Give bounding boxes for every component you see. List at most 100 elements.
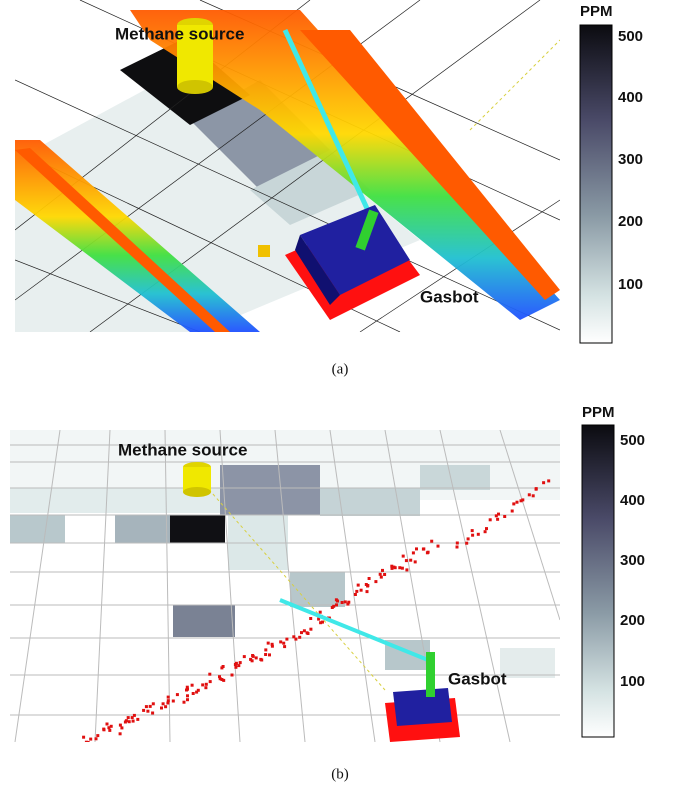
scan-dot <box>390 564 394 568</box>
scan-dot <box>302 629 306 633</box>
scan-dot <box>405 568 409 572</box>
scan-dot <box>186 687 189 691</box>
scan-dot <box>292 635 296 639</box>
colorbar-tick: 500 <box>620 432 645 449</box>
scan-dot <box>185 685 189 689</box>
colorbar-tick: 200 <box>620 612 645 629</box>
scan-dot <box>136 717 140 721</box>
scan-dot <box>512 502 516 506</box>
colorbar <box>579 24 613 344</box>
source-label: Methane source <box>115 24 244 43</box>
scan-dot <box>251 654 255 657</box>
scan-dot <box>160 706 163 710</box>
scan-dot <box>519 499 523 503</box>
scan-dot <box>108 728 112 732</box>
scan-dot <box>366 584 370 587</box>
scan-dot <box>148 704 152 708</box>
scan-dot <box>84 740 88 742</box>
scan-dot <box>346 602 350 606</box>
colorbar-tick: 400 <box>620 492 645 509</box>
scan-dot <box>270 642 274 646</box>
scan-dot <box>483 530 487 534</box>
scan-dot <box>146 709 150 713</box>
scan-dot <box>294 637 298 641</box>
scan-dot <box>237 664 241 668</box>
scan-dot <box>347 600 351 604</box>
scan-dot <box>547 479 551 483</box>
scan-dot <box>218 675 221 679</box>
scan-dot <box>378 572 382 576</box>
scan-dot <box>218 677 222 681</box>
scan-dot <box>268 653 271 657</box>
scan-dot <box>381 568 384 572</box>
scan-dot <box>298 635 302 639</box>
colorbar-tick: 100 <box>620 673 645 690</box>
scan-dot <box>527 493 531 497</box>
scan-dot <box>343 600 347 604</box>
scan-dot <box>335 603 338 607</box>
scan-dot <box>164 705 168 709</box>
scan-dot <box>309 617 313 620</box>
robot-label: Gasbot <box>420 287 479 306</box>
scan-dot <box>471 533 475 537</box>
scan-dot <box>144 705 148 709</box>
scan-dot <box>305 631 309 635</box>
scan-dot <box>330 606 334 609</box>
scan-dot <box>201 683 205 687</box>
scan-dot <box>142 708 146 712</box>
scan-dot <box>208 672 212 676</box>
scan-dot <box>409 558 413 562</box>
scan-dot <box>497 512 500 516</box>
scan-dot <box>266 641 270 645</box>
scan-dot <box>319 621 323 625</box>
scan-dot <box>260 658 264 662</box>
colorbar-tick: 400 <box>618 89 643 106</box>
scan-dot <box>515 500 519 504</box>
scan-dot <box>166 699 170 703</box>
scan-dot <box>282 641 286 645</box>
scan-dot <box>415 547 418 551</box>
scan-dot <box>393 566 397 570</box>
scan-dot <box>542 481 546 485</box>
scan-dot <box>285 637 289 641</box>
scan-dot <box>151 711 155 715</box>
scan-dot <box>196 688 200 692</box>
scan-dot <box>208 680 212 684</box>
scan-dot <box>383 573 387 576</box>
scan-dot <box>283 645 287 649</box>
scan-dot <box>175 693 179 697</box>
scan-dot <box>195 690 199 694</box>
scan-dot <box>488 518 492 522</box>
caption: (b) <box>331 766 349 782</box>
scan-dot <box>127 720 131 724</box>
scan-dot <box>531 494 535 498</box>
scan-dot <box>105 722 109 726</box>
scan-dot <box>365 590 369 594</box>
scan-dot <box>465 541 469 545</box>
scan-dot <box>250 659 254 663</box>
scan-dot <box>336 599 339 603</box>
scan-dot <box>242 655 246 659</box>
scan-dot <box>321 620 324 624</box>
scan-dot <box>233 663 237 666</box>
scan-dot <box>317 617 321 621</box>
scan-dot <box>436 544 440 548</box>
scan-dot <box>131 719 135 723</box>
colorbar-title: PPM <box>582 404 615 421</box>
scan-dot <box>220 678 224 681</box>
scan-dot <box>496 517 500 521</box>
scan-dot <box>521 498 525 502</box>
scan-dot <box>130 716 134 720</box>
scan-dot <box>400 566 404 570</box>
scan-dot <box>120 726 124 730</box>
scan-dot <box>390 566 394 570</box>
scan-dot <box>186 694 189 698</box>
scan-dot <box>118 732 122 736</box>
colorbar-tick: 100 <box>618 276 643 293</box>
scan-dot <box>367 577 371 580</box>
scan-dot <box>186 698 189 702</box>
scan-dot <box>234 665 238 669</box>
scan-dot <box>264 653 268 656</box>
scene-b <box>10 430 560 742</box>
